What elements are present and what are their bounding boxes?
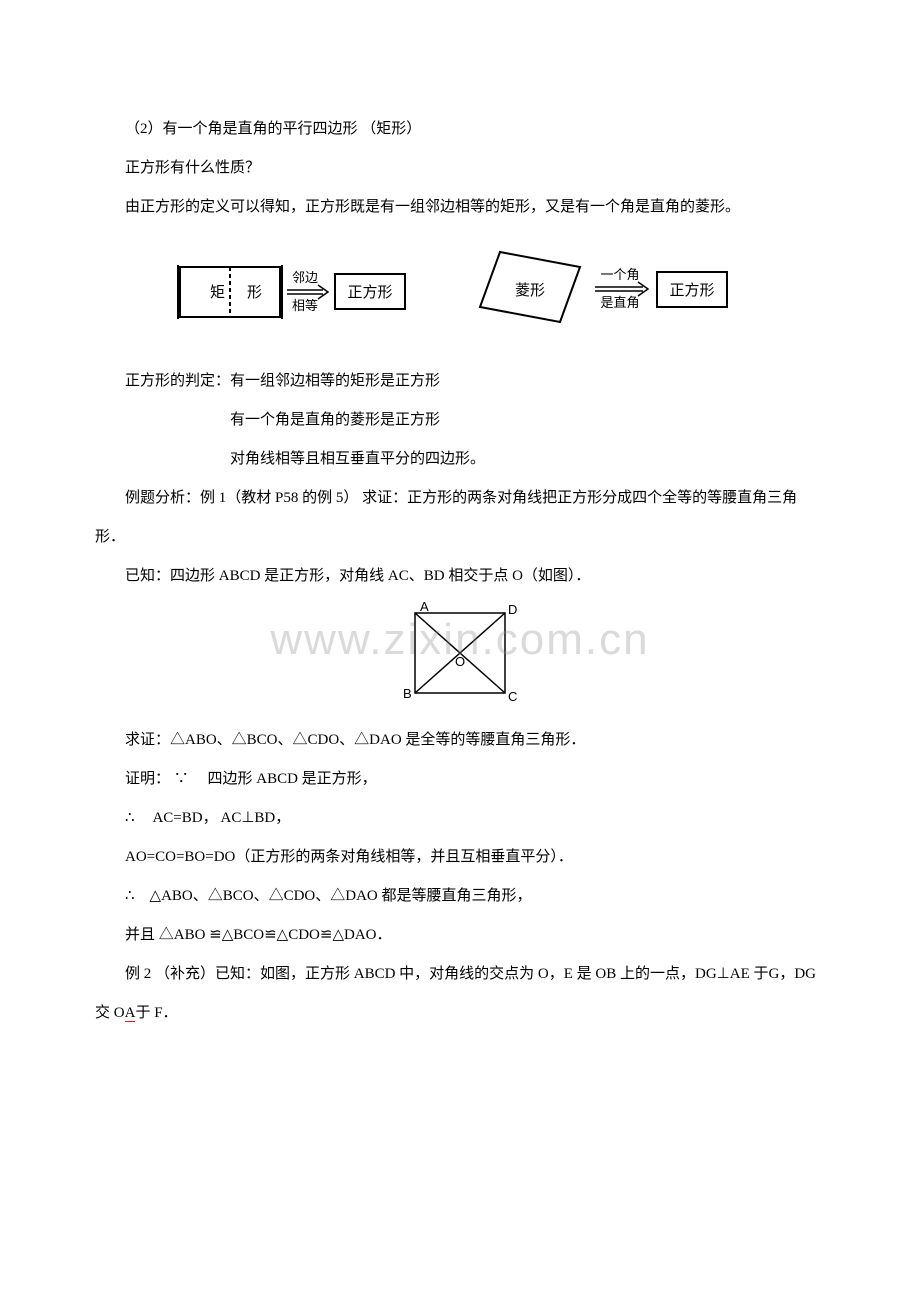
text: 已知：四边形 ABCD 是正方形，对角线 AC、BD 相交于点 O（如图）． (125, 568, 590, 584)
result-label-2: 正方形 (669, 282, 714, 299)
paragraph: ∴ △ABO、△BCO、△CDO、△DAO 都是等腰直角三角形， (95, 877, 825, 916)
text: 对角线相等且相互垂直平分的四边形。 (230, 451, 485, 467)
paragraph: 例 2 （补充）已知：如图，正方形 ABCD 中，对角线的交点为 O，E 是 O… (95, 955, 825, 1033)
document-page: （2）有一个角是直角的平行四边形 （矩形） 正方形有什么性质？ 由正方形的定义可… (0, 0, 920, 1093)
text: （2）有一个角是直角的平行四边形 （矩形） (125, 121, 421, 137)
text: 由正方形的定义可以得知，正方形既是有一组邻边相等的矩形，又是有一个角是直角的菱形… (125, 199, 740, 215)
text: ∴ AC=BD， AC⊥BD， (125, 810, 290, 826)
result-label: 正方形 (347, 284, 392, 301)
paragraph: 对角线相等且相互垂直平分的四边形。 (95, 440, 825, 479)
label-B: B (403, 686, 412, 701)
text: 并且 △ABO ≌△BCO≌△CDO≌△DAO． (125, 927, 392, 943)
text: 正方形有什么性质？ (125, 160, 260, 176)
text: ∴ △ABO、△BCO、△CDO、△DAO 都是等腰直角三角形， (125, 888, 532, 904)
paragraph: 正方形有什么性质？ (95, 149, 825, 188)
rhombus-label: 菱形 (515, 282, 545, 299)
arrow-bottom-2: 是直角 (600, 295, 639, 310)
arrow-bottom: 相等 (292, 298, 318, 313)
paragraph: 并且 △ABO ≌△BCO≌△CDO≌△DAO． (95, 916, 825, 955)
text: 于 F． (135, 1005, 177, 1021)
label-D: D (508, 602, 517, 617)
text: 正方形的判定：有一组邻边相等的矩形是正方形 (125, 373, 440, 389)
text: 例题分析：例 1（教材 P58 的例 5） 求证：正方形的两条对角线把正方形分成… (95, 490, 797, 545)
paragraph: ∴ AC=BD， AC⊥BD， (95, 799, 825, 838)
paragraph: 证明： ∵ 四边形 ABCD 是正方形， (95, 760, 825, 799)
text: AO=CO=BO=DO（正方形的两条对角线相等，并且互相垂直平分）． (125, 849, 573, 865)
paragraph: 已知：四边形 ABCD 是正方形，对角线 AC、BD 相交于点 O（如图）． (95, 557, 825, 596)
square-abcd-diagram: A D B C O (385, 601, 535, 711)
label-C: C (508, 689, 517, 704)
paragraph: AO=CO=BO=DO（正方形的两条对角线相等，并且互相垂直平分）． (95, 838, 825, 877)
paragraph: 由正方形的定义可以得知，正方形既是有一组邻边相等的矩形，又是有一个角是直角的菱形… (95, 188, 825, 227)
red-underline-text: A (125, 1005, 136, 1022)
paragraph: 例题分析：例 1（教材 P58 的例 5） 求证：正方形的两条对角线把正方形分成… (95, 479, 825, 557)
definition-diagrams: 矩 形 邻边 相等 正方形 菱形 一个角 是直角 正方形 (95, 247, 825, 337)
text: 求证：△ABO、△BCO、△CDO、△DAO 是全等的等腰直角三角形． (125, 732, 585, 748)
paragraph: 有一个角是直角的菱形是正方形 (95, 401, 825, 440)
label-O: O (455, 654, 465, 669)
arrow-top: 邻边 (292, 270, 318, 285)
rect-to-square-diagram: 矩 形 邻边 相等 正方形 (175, 252, 425, 332)
paragraph: （2）有一个角是直角的平行四边形 （矩形） (95, 110, 825, 149)
arrow-top-2: 一个角 (600, 267, 639, 282)
rhombus-to-square-diagram: 菱形 一个角 是直角 正方形 (465, 247, 745, 337)
paragraph: 求证：△ABO、△BCO、△CDO、△DAO 是全等的等腰直角三角形． (95, 721, 825, 760)
rect-label-1: 矩 (210, 284, 225, 301)
rect-label-2: 形 (247, 284, 262, 301)
text: 有一个角是直角的菱形是正方形 (230, 412, 440, 428)
label-A: A (420, 601, 429, 614)
text: 证明： ∵ 四边形 ABCD 是正方形， (125, 771, 377, 787)
text: 例 2 （补充）已知：如图，正方形 ABCD 中，对角线的交点为 O，E 是 O… (95, 966, 816, 1021)
square-abcd-diagram-container: A D B C O (95, 601, 825, 711)
paragraph: 正方形的判定：有一组邻边相等的矩形是正方形 (95, 362, 825, 401)
